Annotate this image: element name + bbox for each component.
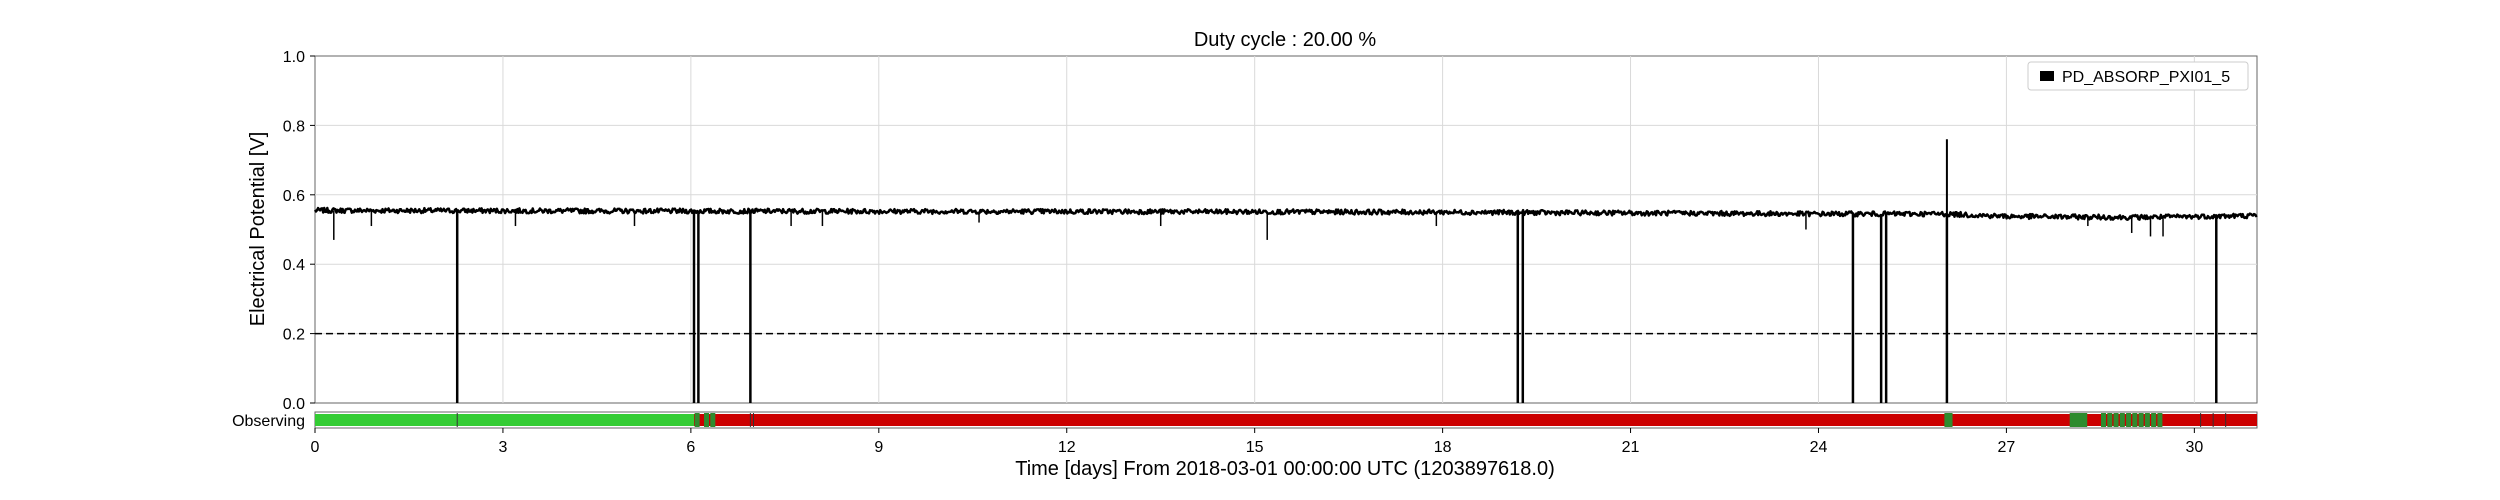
- segment-on-mark: [2113, 413, 2119, 427]
- x-tick-label: 6: [686, 439, 695, 456]
- grid-lines: [315, 56, 2257, 403]
- segment-on-mark: [1944, 413, 1950, 427]
- legend: PD_ABSORP_PXI01_5: [2027, 61, 2249, 91]
- x-tick-label: 3: [498, 439, 507, 456]
- series-group: [313, 139, 2258, 403]
- x-tick-label: 24: [1810, 439, 1828, 456]
- y-tick-label: 0.2: [283, 327, 305, 344]
- segment-on-mark: [2138, 413, 2144, 427]
- y-tick-label: 0.6: [283, 188, 305, 205]
- series-trace: [313, 206, 2258, 221]
- x-axis-ticks: 0 3 6 9 12 15 18 21 24 27 30: [311, 428, 2203, 456]
- x-tick-label: 9: [874, 439, 883, 456]
- segment-on-mark: [2119, 413, 2125, 427]
- segment-off: [694, 414, 2258, 426]
- legend-box: [2027, 61, 2249, 91]
- segment-on-mark: [2107, 413, 2113, 427]
- segment-on-mark: [2144, 413, 2150, 427]
- segment-bar-label: Observing: [232, 413, 305, 430]
- x-tick-label: 21: [1622, 439, 1640, 456]
- y-tick-label: 0.4: [283, 257, 305, 274]
- x-tick-label: 12: [1058, 439, 1076, 456]
- x-axis-label: Time [days] From 2018-03-01 00:00:00 UTC…: [1015, 458, 1555, 480]
- y-tick-label: 0.8: [283, 118, 305, 135]
- segment-on-mark: [704, 413, 710, 427]
- y-axis-label: Electrical Potential [V]: [247, 132, 269, 327]
- y-tick-label: 1.0: [283, 49, 305, 66]
- x-tick-label: 27: [1998, 439, 2016, 456]
- segment-on-mark: [2151, 413, 2157, 427]
- legend-swatch: [2040, 71, 2054, 81]
- x-tick-label: 18: [1434, 439, 1452, 456]
- segment-on-mark: [1947, 413, 1953, 427]
- segment-on-mark: [2075, 413, 2081, 427]
- segment-on-mark: [2072, 413, 2078, 427]
- segment-on-mark: [2069, 413, 2075, 427]
- legend-entry: PD_ABSORP_PXI01_5: [2062, 69, 2230, 86]
- x-tick-label: 0: [311, 439, 320, 456]
- segment-on-mark: [710, 413, 716, 427]
- segment-on-mark: [2157, 413, 2163, 427]
- segment-on-mark: [2082, 413, 2088, 427]
- segment-bar: [315, 413, 2258, 427]
- segment-on-mark: [694, 413, 700, 427]
- segment-on-mark: [2126, 413, 2132, 427]
- x-tick-label: 30: [2185, 439, 2203, 456]
- plot-area: [314, 55, 2258, 404]
- y-tick-label: 0.0: [283, 396, 305, 413]
- segment-on-mark: [2101, 413, 2107, 427]
- segment-on-mark: [2132, 413, 2138, 427]
- x-tick-label: 15: [1246, 439, 1264, 456]
- y-axis-ticks: 0.0 0.2 0.4 0.6 0.8 1.0: [283, 49, 315, 413]
- chart-title: Duty cycle : 20.00 %: [1194, 29, 1377, 51]
- segment-on-mark: [2079, 413, 2085, 427]
- segment-on: [315, 414, 695, 426]
